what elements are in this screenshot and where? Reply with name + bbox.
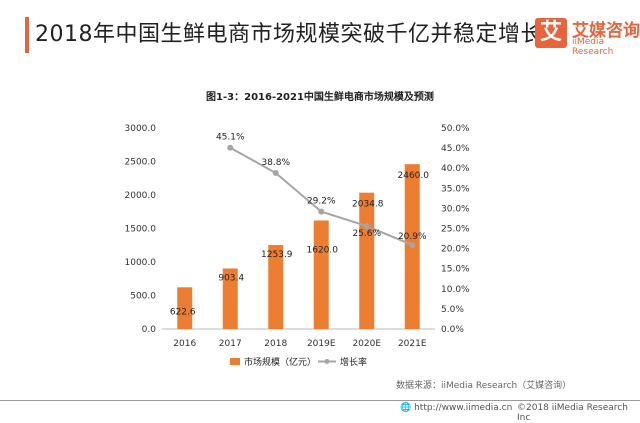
right-axis-tick: 30.0% (441, 204, 470, 214)
footer-url-text[interactable]: http://www.iimedia.cn (414, 403, 513, 413)
rate-label: 20.9% (398, 232, 427, 242)
title-accent-bar (25, 17, 29, 53)
legend-line-marker (324, 359, 330, 364)
right-axis-tick: 0.0% (441, 325, 464, 335)
left-axis-tick: 500.0 (130, 292, 156, 302)
left-axis-tick: 3000.0 (125, 124, 157, 134)
globe-icon: 🌐 (400, 403, 412, 413)
bar-2017 (222, 268, 238, 329)
logo-text-en: iiMedia Research (572, 37, 614, 57)
bar-label: 1253.9 (261, 250, 293, 260)
rate-label: 25.6% (352, 229, 381, 239)
right-axis-tick: 15.0% (441, 265, 470, 275)
bar-label: 622.6 (170, 307, 196, 317)
bar-2016 (177, 287, 193, 329)
rate-point-2018 (272, 170, 279, 177)
footer-divider (0, 400, 640, 401)
left-axis-tick: 1000.0 (125, 258, 157, 268)
logo-text-cn: 艾媒咨询 (572, 21, 640, 41)
bar-label: 1620.0 (307, 245, 339, 255)
rate-label: 38.8% (261, 158, 290, 168)
left-axis-tick: 2500.0 (125, 158, 157, 168)
bar-label: 2034.8 (352, 200, 384, 210)
x-axis-tick: 2018 (264, 339, 287, 349)
right-axis-tick: 25.0% (441, 225, 470, 235)
logo-mark: 艾 (535, 18, 567, 48)
rate-point-2020E (363, 223, 370, 230)
x-axis-tick: 2019E (307, 339, 336, 349)
right-axis-tick: 40.0% (441, 164, 470, 174)
right-axis-tick: 10.0% (441, 285, 470, 295)
data-source: 数据来源：iiMedia Research（艾媒咨询） (396, 381, 572, 391)
x-axis-tick: 2017 (219, 339, 242, 349)
x-axis-tick: 2016 (173, 339, 196, 349)
left-axis-tick: 0.0 (142, 325, 157, 335)
legend-bar-swatch (230, 358, 240, 365)
left-axis-tick: 1500.0 (125, 225, 157, 235)
footer-copyright: ©2018 iiMedia Research Inc (517, 403, 628, 423)
bar-label: 903.4 (218, 273, 244, 283)
x-axis-tick: 2020E (352, 339, 381, 349)
legend-line-label: 增长率 (340, 356, 367, 368)
chart-title: 图1-3：2016-2021中国生鲜电商市场规模及预测 (206, 92, 434, 103)
bar-2020E (359, 192, 375, 329)
right-axis-tick: 20.0% (441, 245, 470, 255)
rate-label: 45.1% (216, 133, 245, 143)
left-axis-tick: 2000.0 (125, 191, 157, 201)
rate-point-2019E (318, 208, 325, 215)
right-axis-tick: 5.0% (441, 305, 464, 315)
x-axis-tick: 2021E (398, 339, 427, 349)
right-axis-tick: 45.0% (441, 144, 470, 154)
rate-label: 29.2% (307, 197, 336, 207)
legend-bar-label: 市场规模（亿元） (244, 356, 316, 368)
bar-2018 (268, 244, 284, 329)
rate-point-2017 (227, 144, 234, 151)
bar-label: 2460.0 (398, 171, 430, 181)
right-axis-tick: 35.0% (441, 184, 470, 194)
bar-2019E (313, 220, 329, 329)
footer-url[interactable]: 🌐 http://www.iimedia.cn (400, 403, 512, 413)
page-title: 2018年中国生鲜电商市场规模突破千亿并稳定增长 (35, 22, 543, 47)
right-axis-tick: 50.0% (441, 124, 470, 134)
rate-point-2021E (409, 241, 416, 248)
